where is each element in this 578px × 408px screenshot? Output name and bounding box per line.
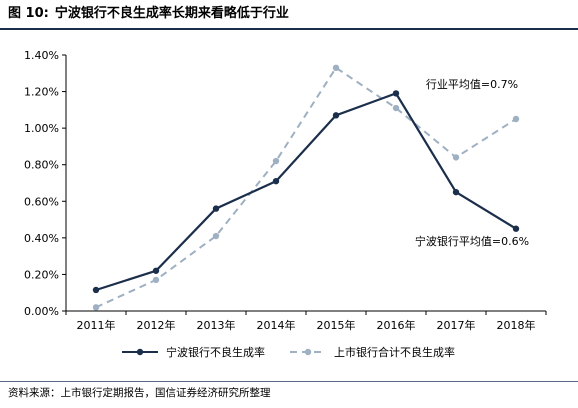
figure-number: 图 10: — [8, 6, 49, 21]
figure-title: 图 10: 宁波银行不良生成率长期来看略低于行业 — [8, 3, 289, 25]
industry-data-point — [272, 157, 280, 165]
x-tick-label: 2015年 — [317, 318, 356, 332]
y-tick-label: 1.20% — [24, 86, 59, 99]
x-tick-label: 2013年 — [197, 318, 236, 332]
x-tick-label: 2017年 — [437, 318, 476, 332]
source-note: 资料来源：上市银行定期报告，国信证券经济研究所整理 — [8, 387, 271, 399]
ningbo-data-point — [452, 188, 460, 196]
y-tick-labels: 0.00% 0.20% 0.40% 0.60% 0.80% 1.00% 1.20% 1.40% — [24, 49, 59, 318]
legend-item-industry: 上市银行合计不良生成率 — [290, 345, 455, 359]
figure-title-text: 宁波银行不良生成率长期来看略低于行业 — [54, 6, 289, 21]
legend-item-ningbo: 宁波银行不良生成率 — [122, 345, 265, 359]
chart-annotations: 行业平均值=0.7% 宁波银行平均值=0.6% — [415, 78, 529, 248]
series-lines — [95, 66, 517, 309]
ningbo-data-point — [332, 112, 340, 119]
legend-label: 上市银行合计不良生成率 — [334, 345, 455, 359]
chart-axes — [62, 54, 547, 315]
y-tick-label: 1.40% — [24, 49, 59, 62]
industry-series-line — [95, 66, 517, 309]
legend-swatch-marker — [136, 348, 144, 356]
x-tick-label: 2018年 — [497, 318, 536, 332]
ningbo-data-point — [152, 267, 160, 274]
title-rule — [0, 28, 578, 30]
x-tick-label: 2011年 — [77, 318, 116, 332]
x-tick-labels: 2011年 2012年 2013年 2014年 2015年 2016年 2017年 2018年 — [77, 318, 536, 332]
industry-average-annotation: 行业平均值=0.7% — [426, 78, 518, 91]
industry-data-point — [392, 104, 400, 112]
ningbo-average-annotation: 宁波银行平均值=0.6% — [415, 234, 529, 248]
ningbo-data-point — [212, 205, 220, 212]
y-tick-label: 1.00% — [24, 122, 59, 135]
series-points — [92, 64, 520, 311]
x-tick-label: 2014年 — [257, 318, 296, 332]
y-tick-label: 0.60% — [24, 195, 59, 208]
industry-data-point — [512, 115, 520, 123]
y-tick-label: 0.80% — [24, 159, 59, 172]
y-tick-label: 0.40% — [24, 232, 59, 245]
chart-legend: 宁波银行不良生成率 上市银行合计不良生成率 — [122, 345, 455, 359]
ningbo-data-point — [392, 90, 400, 97]
x-tick-label: 2016年 — [377, 318, 416, 332]
y-tick-label: 0.00% — [24, 305, 59, 318]
ningbo-data-point — [92, 286, 100, 294]
industry-data-point — [212, 232, 220, 240]
ningbo-series-line — [95, 92, 517, 292]
line-chart: 0.00% 0.20% 0.40% 0.60% 0.80% 1.00% 1.20% 1.40%… — [24, 49, 547, 359]
footer-rule — [0, 381, 578, 382]
industry-data-point — [332, 64, 340, 71]
industry-data-point — [452, 154, 460, 161]
industry-data-point — [152, 276, 160, 284]
ningbo-data-point — [272, 177, 280, 185]
x-tick-label: 2012年 — [137, 318, 176, 332]
ningbo-data-point — [512, 225, 520, 232]
y-tick-label: 0.20% — [24, 268, 59, 281]
legend-label: 宁波银行不良生成率 — [166, 345, 265, 359]
legend-swatch-marker — [304, 348, 312, 356]
industry-data-point — [92, 304, 100, 311]
